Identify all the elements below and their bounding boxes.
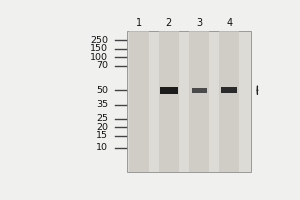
- Text: 4: 4: [226, 18, 232, 28]
- Text: 100: 100: [90, 53, 108, 62]
- Text: 15: 15: [96, 131, 108, 140]
- Text: 25: 25: [96, 114, 108, 123]
- Text: 20: 20: [96, 123, 108, 132]
- Text: 35: 35: [96, 100, 108, 109]
- Text: 50: 50: [96, 86, 108, 95]
- Bar: [221, 87, 237, 93]
- Text: 3: 3: [196, 18, 202, 28]
- Text: 150: 150: [90, 44, 108, 53]
- Text: 250: 250: [90, 36, 108, 45]
- Bar: [219, 31, 239, 172]
- Bar: [159, 31, 179, 172]
- Bar: [129, 31, 148, 172]
- Text: 70: 70: [96, 61, 108, 70]
- Bar: [191, 88, 207, 93]
- Bar: [189, 31, 209, 172]
- Bar: [160, 87, 178, 94]
- Bar: [127, 31, 251, 172]
- Text: 1: 1: [136, 18, 142, 28]
- Text: 10: 10: [96, 143, 108, 152]
- Text: 2: 2: [166, 18, 172, 28]
